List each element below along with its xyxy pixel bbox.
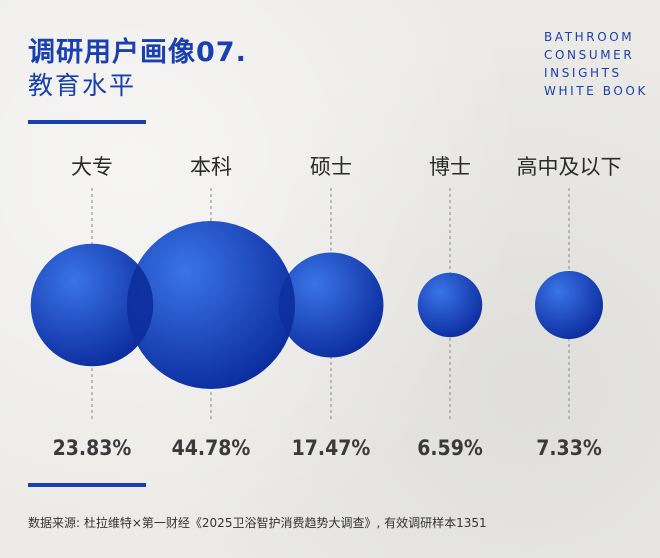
value-label-3: 6.59% — [417, 436, 483, 460]
page-title: 调研用户画像07. — [28, 37, 247, 68]
category-label-3: 博士 — [429, 155, 471, 179]
source-note: 数据来源: 杜拉维特×第一财经《2025卫浴智护消费趋势大调查》, 有效调研样本… — [28, 516, 487, 530]
title-underline — [28, 120, 146, 124]
value-label-2: 17.47% — [292, 436, 371, 460]
brand-line-3: INSIGHTS — [544, 66, 622, 80]
bubble-2 — [278, 252, 384, 358]
value-label-0: 23.83% — [53, 436, 132, 460]
bubble-1 — [127, 221, 295, 389]
page-subtitle: 教育水平 — [28, 71, 137, 100]
brand-line-1: BATHROOM — [544, 30, 635, 44]
brand-block: BATHROOM CONSUMER INSIGHTS WHITE BOOK — [544, 28, 648, 100]
category-label-2: 硕士 — [310, 155, 352, 179]
footer-rule — [28, 483, 146, 487]
brand-line-2: CONSUMER — [544, 48, 635, 62]
category-label-1: 本科 — [190, 155, 232, 179]
bubble-3 — [417, 272, 483, 338]
bubble-4 — [535, 271, 603, 339]
bubble-0 — [30, 243, 154, 367]
category-label-0: 大专 — [71, 155, 113, 179]
value-label-1: 44.78% — [172, 436, 251, 460]
labels-layer: 大专 23.83% 本科 44.78% 硕士 17.47% 博士 6.59% 高中及以下 7.33… — [53, 155, 622, 460]
category-label-4: 高中及以下 — [517, 155, 622, 179]
bubbles-layer — [30, 188, 603, 420]
value-label-4: 7.33% — [536, 436, 602, 460]
brand-line-4: WHITE BOOK — [544, 84, 648, 98]
